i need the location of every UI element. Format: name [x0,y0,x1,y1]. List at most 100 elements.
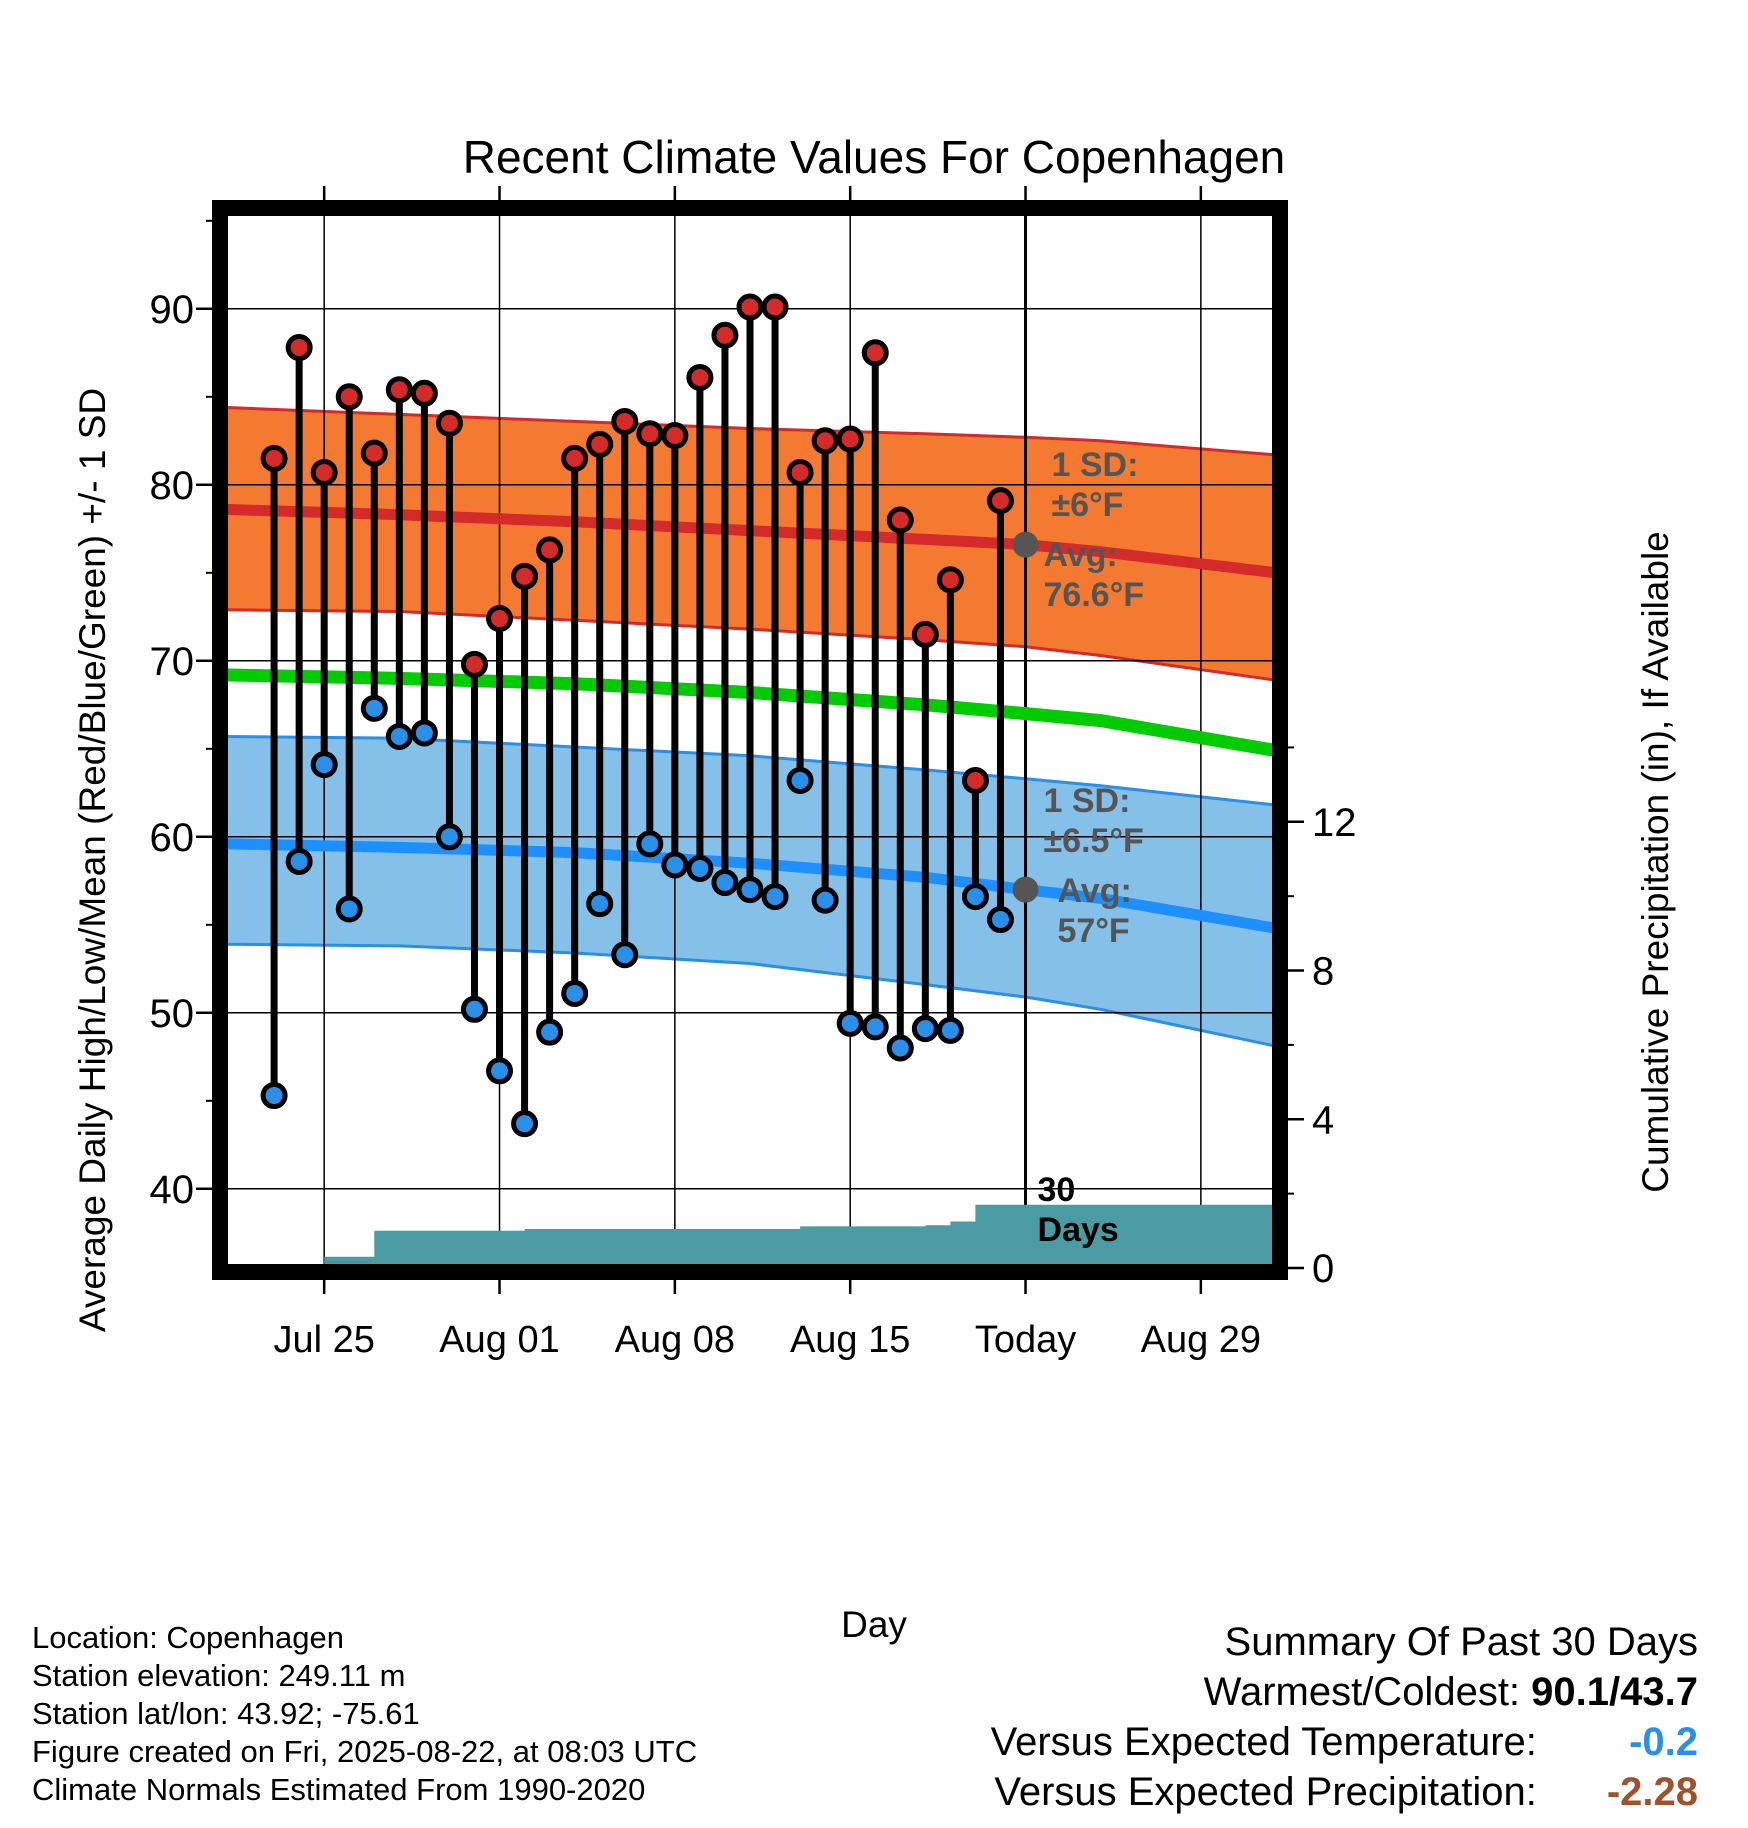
low-point [786,766,814,794]
elevation-text: Station elevation: 249.11 m [32,1658,406,1693]
high-sd-upper-edge [223,405,1277,457]
high-point [410,379,438,407]
high-sd-lower-edge [223,608,1277,682]
low-point [586,890,614,918]
station-info: Location: Copenhagen Station elevation: … [32,1619,697,1809]
low-point [561,979,589,1007]
high-point [285,334,313,362]
high-point [911,620,939,648]
y2-axis-label: Cumulative Precipitation (in), If Availa… [1635,531,1676,1193]
x-tick-label: Aug 01 [439,1319,559,1361]
high-point [486,605,514,633]
high-point [811,427,839,455]
high-point [536,536,564,564]
high-point [861,339,889,367]
high-point [335,383,363,411]
high-point [435,409,463,437]
warmest-coldest-value: 90.1/43.7 [1531,1670,1698,1714]
x-tick-label: Aug 15 [790,1319,910,1361]
low-point [310,751,338,779]
y2-tick-label: 0 [1312,1247,1334,1291]
low-point [761,883,789,911]
high-avg-annotation: Avg: 76.6°F [1044,536,1145,614]
y-tick-label: 40 [150,1168,195,1212]
low-point [661,851,689,879]
low-point [986,906,1014,934]
temp-departure-row: Versus Expected Temperature: -0.2 [991,1717,1698,1767]
high-point [385,376,413,404]
low-point [360,694,388,722]
today-high-normal-marker [1012,531,1039,558]
warmest-coldest-row: Warmest/Coldest: 90.1/43.7 [991,1667,1698,1717]
low-point [385,722,413,750]
high-point [561,444,589,472]
high-point [786,458,814,486]
precip-departure-row: Versus Expected Precipitation: -2.28 [991,1767,1698,1817]
low-point [961,883,989,911]
high-point [636,420,664,448]
high-point [761,293,789,321]
low-avg-annotation: Avg: 57°F [1058,872,1132,950]
plot-area: 1 SD: ±6°F Avg: 76.6°F 1 SD: ±6.5°F Avg: 57°F 30… [150,186,1357,1361]
precip-departure-value: -2.28 [1606,1770,1698,1814]
low-point [511,1110,539,1138]
location-text: Location: Copenhagen [32,1620,344,1655]
low-point [611,941,639,969]
chart-title: Recent Climate Values For Copenhagen [463,131,1286,183]
high-point [511,562,539,590]
high-point [736,293,764,321]
y-tick-label: 50 [150,992,195,1036]
high-point [986,487,1014,515]
y-tick-label: 70 [150,640,195,684]
normals-text: Climate Normals Estimated From 1990-2020 [32,1772,646,1807]
latlon-text: Station lat/lon: 43.92; -75.61 [32,1696,420,1731]
warmest-coldest-label: Warmest/Coldest: [1203,1670,1521,1714]
high-point [310,458,338,486]
precip-departure-label: Versus Expected Precipitation: [994,1770,1537,1814]
mean-normal-line [223,668,1278,758]
low-sd-annotation: 1 SD: ±6.5°F [1044,782,1144,860]
low-point [711,869,739,897]
high-sd-annotation: 1 SD: ±6°F [1052,446,1139,524]
low-point [536,1018,564,1046]
low-point [460,995,488,1023]
x-tick-label: Jul 25 [273,1319,374,1361]
high-point [936,566,964,594]
y-axis-label: Average Daily High/Low/Mean (Red/Blue/Gr… [72,388,113,1332]
low-point [811,886,839,914]
summary-title: Summary Of Past 30 Days [1224,1620,1698,1664]
low-point [486,1057,514,1085]
low-point [285,847,313,875]
low-point [736,876,764,904]
low-point [410,719,438,747]
y2-tick-label: 8 [1312,950,1334,994]
high-point [260,444,288,472]
low-point [861,1013,889,1041]
y-tick-label: 90 [150,288,195,332]
low-point [911,1015,939,1043]
low-point [936,1016,964,1044]
y-tick-label: 60 [150,816,195,860]
low-point [836,1009,864,1037]
x-tick-label: Today [975,1319,1076,1361]
temp-departure-label: Versus Expected Temperature: [990,1720,1537,1764]
high-point [360,439,388,467]
plot-frame [212,200,1288,1280]
low-normal-line [223,838,1277,934]
y-tick-label: 80 [150,464,195,508]
days-annotation: 30 Days [1038,1171,1119,1249]
low-point [335,895,363,923]
temp-departure-value: -0.2 [1629,1720,1698,1764]
summary-panel: Summary Of Past 30 Days Warmest/Coldest:… [991,1617,1698,1817]
low-point [686,854,714,882]
high-point [661,422,689,450]
high-point [586,430,614,458]
today-low-normal-marker [1012,876,1039,903]
low-point [435,823,463,851]
high-point [611,407,639,435]
high-point [886,506,914,534]
high-point [836,425,864,453]
low-sd-lower-edge [223,942,1277,1048]
high-point [961,766,989,794]
